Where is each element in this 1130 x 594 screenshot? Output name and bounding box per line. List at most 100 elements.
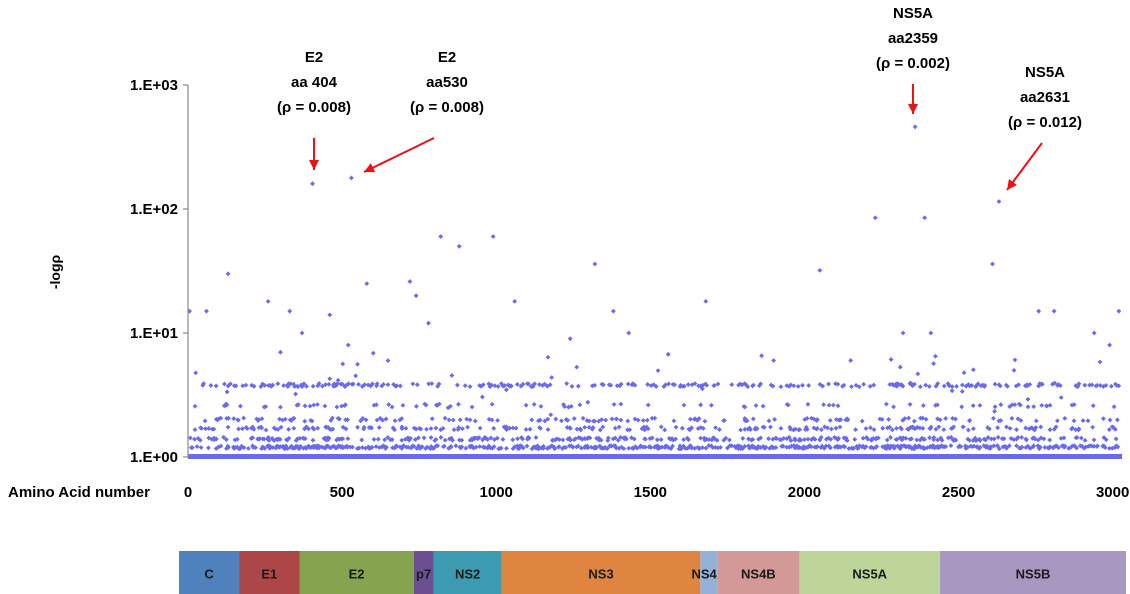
background-point xyxy=(1036,446,1042,452)
background-point xyxy=(804,415,810,421)
background-point xyxy=(270,382,276,388)
background-point xyxy=(685,382,691,387)
background-point xyxy=(436,401,442,407)
background-point xyxy=(1047,437,1053,443)
background-point xyxy=(871,427,877,432)
genome-segment-ns3 xyxy=(501,551,701,594)
background-point xyxy=(758,381,763,387)
background-point xyxy=(553,416,559,422)
background-point xyxy=(970,426,976,432)
background-point xyxy=(297,435,303,441)
background-point xyxy=(459,437,465,443)
background-point xyxy=(301,381,307,387)
background-point xyxy=(698,402,704,408)
background-point xyxy=(586,418,592,424)
background-point xyxy=(618,381,624,387)
background-point xyxy=(827,445,833,451)
background-point xyxy=(225,424,231,430)
background-point xyxy=(315,402,320,407)
background-point xyxy=(678,446,684,452)
background-point xyxy=(194,444,200,450)
background-point xyxy=(218,443,224,449)
background-point xyxy=(1014,427,1019,433)
background-point xyxy=(423,402,429,408)
background-point xyxy=(235,417,241,423)
background-point xyxy=(845,417,851,423)
data-point xyxy=(990,261,995,267)
background-point xyxy=(920,425,926,431)
background-point xyxy=(385,358,391,364)
background-point xyxy=(237,403,243,409)
background-point xyxy=(959,404,965,410)
background-point xyxy=(526,381,531,387)
background-point xyxy=(257,436,263,441)
background-point xyxy=(1107,417,1113,423)
background-point xyxy=(920,403,926,408)
background-point xyxy=(1094,382,1100,388)
background-point xyxy=(923,416,929,422)
background-point xyxy=(600,424,606,430)
background-point xyxy=(917,425,923,431)
background-point xyxy=(1056,445,1061,451)
y-axis-title: -logρ xyxy=(47,255,63,290)
background-point xyxy=(414,382,420,388)
background-point xyxy=(672,382,678,388)
background-point xyxy=(613,445,619,451)
background-point xyxy=(975,381,981,387)
background-point xyxy=(498,381,504,387)
background-point xyxy=(502,383,508,388)
background-point xyxy=(1113,381,1118,387)
background-point xyxy=(1101,435,1107,440)
background-point xyxy=(891,404,896,410)
background-point xyxy=(402,436,408,442)
background-point xyxy=(413,403,419,409)
background-point xyxy=(1070,425,1075,431)
background-point xyxy=(828,436,834,442)
background-point xyxy=(507,425,513,431)
background-point xyxy=(469,404,475,410)
background-point xyxy=(814,417,820,422)
background-point xyxy=(778,425,784,431)
background-point xyxy=(394,383,400,389)
background-point xyxy=(995,443,1000,449)
data-point xyxy=(204,308,209,314)
background-point xyxy=(394,444,399,450)
background-point xyxy=(1103,383,1109,388)
background-point xyxy=(805,401,811,407)
background-point xyxy=(937,417,943,423)
background-point xyxy=(687,416,693,422)
background-point xyxy=(644,417,650,423)
background-point xyxy=(491,444,497,450)
background-point xyxy=(625,381,631,387)
background-point xyxy=(853,427,858,432)
background-point xyxy=(899,443,905,449)
background-point xyxy=(373,402,379,408)
background-point xyxy=(189,445,195,450)
background-point xyxy=(874,443,880,449)
background-point xyxy=(867,383,873,389)
background-point xyxy=(353,373,359,379)
data-point xyxy=(771,358,777,363)
background-point xyxy=(821,402,826,407)
background-point xyxy=(523,427,529,432)
background-point xyxy=(597,427,603,433)
background-point xyxy=(286,426,292,432)
background-point xyxy=(327,445,333,451)
background-point xyxy=(510,425,516,431)
background-point xyxy=(1081,445,1087,451)
background-point xyxy=(998,418,1004,423)
background-point xyxy=(931,435,937,440)
background-point xyxy=(1073,427,1079,433)
background-point xyxy=(759,353,765,359)
background-point xyxy=(545,416,551,422)
background-point xyxy=(520,381,526,387)
background-point xyxy=(192,403,198,409)
background-point xyxy=(894,425,899,431)
data-point xyxy=(567,336,573,342)
annotation-line: aa2359 xyxy=(888,30,938,47)
background-point xyxy=(706,443,712,449)
background-point xyxy=(633,444,638,450)
background-point xyxy=(221,434,226,440)
background-point xyxy=(1030,426,1036,431)
background-point xyxy=(698,435,704,441)
